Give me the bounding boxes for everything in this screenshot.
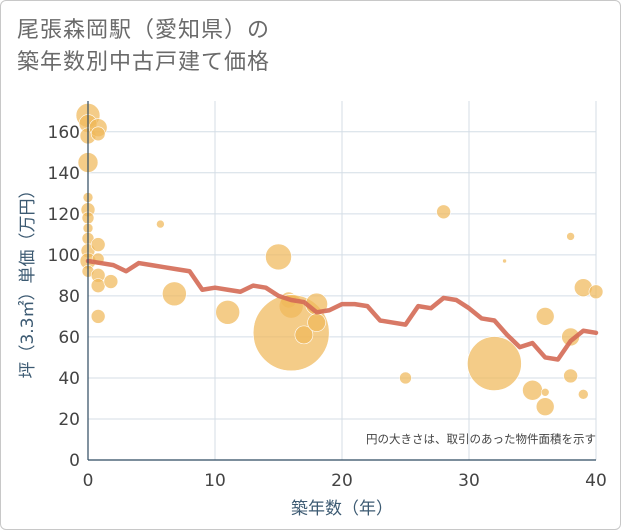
chart-title-line-1: 尾張森岡駅（愛知県）の xyxy=(17,18,271,43)
bubble-point xyxy=(156,219,165,229)
y-tick-label: 140 xyxy=(48,164,80,184)
bubble-point xyxy=(436,204,451,220)
y-tick-label: 0 xyxy=(69,451,80,471)
x-tick-label: 0 xyxy=(83,471,94,491)
bubble-point xyxy=(535,397,555,416)
bubble-point xyxy=(294,325,314,345)
bubble-point xyxy=(502,258,507,264)
bubble-point xyxy=(90,126,106,142)
bubble-point xyxy=(467,336,522,391)
chart-title: 尾張森岡駅（愛知県）の 築年数別中古戸建て価格 xyxy=(17,15,270,79)
y-tick-label: 160 xyxy=(48,123,80,143)
x-tick-label: 40 xyxy=(585,471,607,491)
x-tick-label: 20 xyxy=(331,471,353,491)
bubble-point xyxy=(566,232,575,241)
bubble-point xyxy=(307,313,326,332)
bubble-point xyxy=(522,379,543,401)
x-axis-title: 築年数（年） xyxy=(291,499,393,519)
bubble-point xyxy=(252,294,330,372)
bubble-point xyxy=(561,327,580,347)
trend-line xyxy=(85,258,599,362)
trend-line-group xyxy=(85,258,599,362)
y-tick-label: 40 xyxy=(58,369,80,389)
bubble-point xyxy=(90,278,106,293)
bubble-point xyxy=(103,274,119,289)
bubble-point xyxy=(215,299,240,325)
y-tick-label: 60 xyxy=(58,328,80,348)
bubble-point xyxy=(90,309,106,324)
x-tick-label: 10 xyxy=(204,471,226,491)
axes: 0 20 40 60 80 100 120 140 160 0 10 20 30 40 xyxy=(48,101,607,491)
bubble-point xyxy=(265,243,292,271)
bubble-point xyxy=(90,237,106,252)
bubble-point xyxy=(399,371,412,385)
y-tick-label: 120 xyxy=(48,205,80,225)
chart-title-line-2: 築年数別中古戸建て価格 xyxy=(17,50,271,75)
y-axis-title: 坪（3.3㎡）単価（万円） xyxy=(18,181,38,378)
bubble-point xyxy=(588,284,604,300)
y-tick-label: 80 xyxy=(58,287,80,307)
bubble-point xyxy=(162,281,187,307)
y-tick-label: 20 xyxy=(58,410,80,430)
bubble-point xyxy=(563,368,578,384)
size-note: 円の大きさは、取引のあった物件面積を示す xyxy=(366,432,596,446)
bubble-point xyxy=(535,307,555,326)
x-tick-label: 30 xyxy=(458,471,480,491)
bubble-point xyxy=(540,388,550,397)
y-tick-label: 100 xyxy=(48,246,80,266)
bubble-point xyxy=(577,389,589,400)
